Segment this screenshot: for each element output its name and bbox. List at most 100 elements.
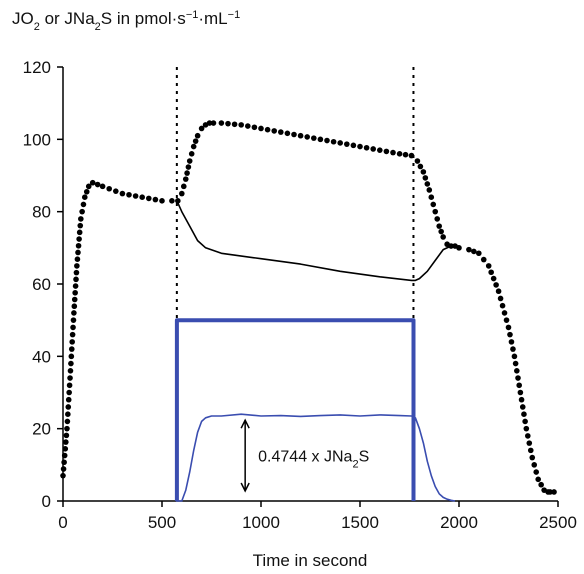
x-tick-label: 2000	[440, 513, 478, 532]
arrow-head-up	[240, 418, 250, 429]
data-point	[180, 183, 187, 190]
data-point	[424, 181, 431, 187]
data-point	[521, 411, 527, 418]
data-point	[417, 163, 424, 170]
data-point	[206, 120, 213, 126]
data-point	[501, 310, 508, 316]
data-point	[304, 134, 311, 140]
arrow-head-down	[240, 482, 250, 493]
data-point	[61, 452, 68, 459]
data-point	[430, 201, 437, 208]
data-point	[517, 389, 524, 396]
data-point	[79, 208, 85, 215]
data-point	[70, 317, 77, 323]
data-point	[523, 425, 530, 432]
data-point	[508, 339, 515, 345]
data-point	[525, 433, 531, 439]
data-point	[390, 149, 396, 156]
x-tick-label: 0	[58, 513, 67, 532]
data-point	[68, 346, 75, 352]
data-point	[535, 476, 541, 483]
series-line-3	[174, 318, 416, 501]
data-point	[466, 246, 472, 253]
series-line-2	[175, 413, 456, 502]
data-point	[66, 389, 72, 396]
data-point	[512, 360, 519, 367]
data-point	[519, 404, 526, 410]
data-point	[471, 248, 477, 255]
data-point	[68, 360, 74, 367]
data-point	[72, 289, 78, 296]
data-point	[324, 137, 330, 144]
data-point	[186, 158, 193, 164]
series-dotted-markers	[60, 120, 557, 495]
data-point	[357, 143, 363, 150]
data-point	[76, 236, 82, 242]
data-point	[75, 249, 81, 256]
data-point	[190, 143, 197, 150]
y-tick-label: 0	[42, 492, 51, 511]
data-point	[238, 122, 244, 128]
data-point	[291, 131, 297, 138]
data-point	[185, 164, 192, 170]
data-point	[505, 324, 512, 331]
data-point	[271, 128, 278, 134]
data-point	[146, 195, 152, 202]
data-point	[210, 120, 217, 126]
data-point	[194, 132, 201, 139]
data-point	[188, 151, 195, 157]
data-point	[350, 142, 357, 149]
data-point	[119, 190, 126, 197]
series-layer	[60, 120, 557, 502]
data-point	[510, 346, 516, 352]
data-point	[278, 129, 284, 135]
y-tick-label: 20	[32, 420, 51, 439]
data-point	[76, 229, 83, 236]
data-point	[175, 198, 181, 204]
data-point	[218, 120, 225, 126]
data-point	[533, 469, 540, 475]
data-point	[527, 447, 534, 454]
data-point	[414, 158, 421, 164]
data-point	[78, 216, 84, 222]
data-point	[485, 263, 492, 269]
data-point	[198, 125, 205, 132]
data-point	[514, 368, 520, 374]
y-tick-label: 80	[32, 203, 51, 222]
data-point	[503, 317, 510, 323]
series-line-1	[176, 200, 459, 282]
data-point	[192, 138, 199, 144]
data-point	[402, 151, 409, 158]
data-point	[74, 263, 80, 269]
data-point	[258, 125, 264, 132]
data-point	[77, 222, 84, 229]
data-point	[408, 152, 415, 159]
data-point	[428, 194, 435, 200]
annotation-label: 0.4744 x JNa2S	[258, 449, 369, 471]
data-point	[69, 331, 76, 338]
data-point	[436, 223, 443, 229]
data-point	[526, 440, 533, 446]
data-point	[71, 303, 78, 310]
data-point	[383, 148, 390, 155]
axes: 0 20 40 60 80 100 120 0 500 1000 1500 2000 2500	[23, 58, 577, 532]
data-point	[63, 439, 69, 445]
data-point	[74, 256, 81, 263]
data-point	[297, 132, 304, 139]
data-point	[179, 190, 185, 197]
data-point	[438, 228, 444, 235]
data-point	[490, 275, 497, 282]
data-point	[69, 339, 75, 345]
data-point	[476, 250, 482, 257]
data-point	[495, 288, 502, 295]
data-point	[70, 324, 76, 331]
data-point	[64, 418, 71, 425]
data-point	[73, 269, 80, 276]
data-point	[488, 269, 494, 276]
data-point	[422, 175, 429, 181]
x-tick-label: 500	[148, 513, 176, 532]
data-point	[330, 138, 337, 145]
data-point	[71, 310, 77, 316]
data-point	[377, 147, 383, 153]
